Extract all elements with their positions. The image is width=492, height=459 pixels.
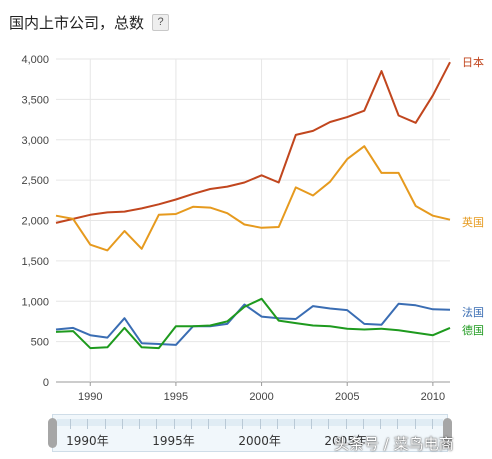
y-tick-label: 1,500	[21, 256, 49, 268]
y-tick-label: 500	[31, 337, 49, 349]
timeline-range-slider[interactable]: 1990年 1995年 2000年 2005年	[48, 414, 452, 452]
timeline-tick	[121, 419, 123, 429]
series-line-0	[55, 61, 451, 224]
y-tick-label: 3,000	[21, 135, 49, 147]
x-tick-label: 2010	[421, 391, 445, 400]
x-tick-label: 1995	[164, 391, 188, 400]
timeline-tick	[225, 419, 227, 429]
timeline-tick	[380, 419, 382, 429]
chart-title: 国内上市公司，总数	[9, 14, 145, 32]
timeline-tick	[276, 419, 278, 429]
timeline-year-label: 1990年	[66, 434, 109, 448]
timeline-tick	[294, 419, 296, 429]
timeline-tick	[156, 419, 158, 429]
timeline-right-handle[interactable]	[443, 418, 452, 448]
y-tick-label: 4,000	[21, 54, 49, 66]
x-tick-label: 2005	[335, 391, 359, 400]
series-label-0: 日本	[462, 55, 484, 69]
timeline-tick	[190, 419, 192, 429]
series-label-1: 英国	[462, 215, 484, 229]
timeline-tick	[414, 419, 416, 429]
timeline-tick	[259, 419, 261, 429]
help-icon[interactable]: ?	[152, 13, 170, 31]
timeline-year-label: 2005年	[324, 434, 367, 448]
series-label-3: 德国	[462, 323, 484, 337]
timeline-tick	[104, 419, 106, 429]
x-tick-label: 1990	[78, 391, 102, 400]
timeline-tick	[328, 419, 330, 429]
timeline-tick	[173, 419, 175, 429]
timeline-tick	[311, 419, 313, 429]
timeline-tick	[397, 419, 399, 429]
timeline-year-label: 1995年	[152, 434, 195, 448]
series-line-1	[55, 145, 451, 252]
y-tick-label: 2,000	[21, 216, 49, 228]
watermark: 头条号 / 菜鸟电商	[334, 435, 454, 453]
timeline-tick	[139, 419, 141, 429]
y-tick-label: 0	[43, 377, 49, 389]
timeline-track[interactable]	[57, 419, 443, 426]
timeline-tick	[431, 419, 433, 429]
y-tick-label: 3,500	[21, 94, 49, 106]
y-tick-label: 2,500	[21, 175, 49, 187]
series-label-2: 法国	[462, 305, 484, 319]
line-chart: 0 500 1,000 1,500 2,000 2,500 3,000 3,500 4,000 1…	[21, 54, 484, 400]
timeline-tick	[345, 419, 347, 429]
timeline-tick	[70, 419, 72, 429]
timeline-tick	[242, 419, 244, 429]
y-tick-label: 1,000	[21, 296, 49, 308]
timeline-tick	[362, 419, 364, 429]
series-line-3	[55, 297, 451, 350]
timeline-tick	[207, 419, 209, 429]
series-line-2	[55, 302, 451, 346]
timeline-left-handle[interactable]	[48, 418, 57, 448]
chart-title-row: 国内上市公司，总数 ?	[9, 9, 170, 35]
timeline-year-label: 2000年	[238, 434, 281, 448]
x-tick-label: 2000	[249, 391, 273, 400]
timeline-tick	[87, 419, 89, 429]
